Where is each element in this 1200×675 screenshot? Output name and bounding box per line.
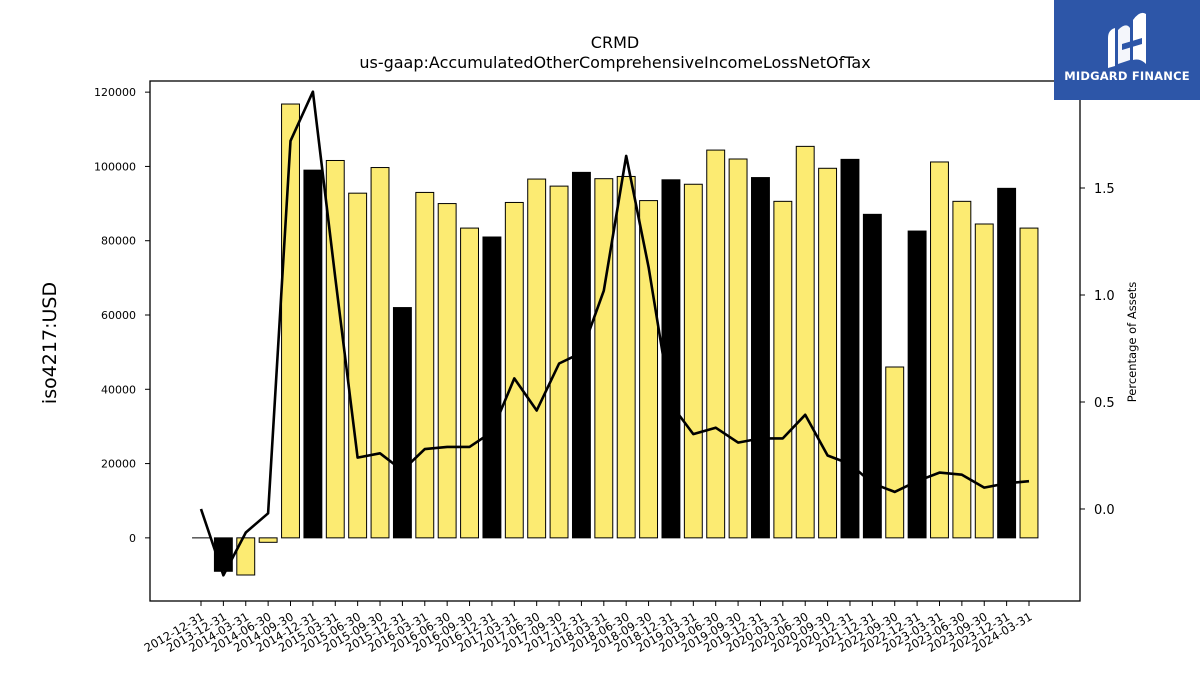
bar <box>728 158 748 539</box>
y-tick-label: 120000 <box>94 86 136 99</box>
bar <box>952 200 972 539</box>
y-tick-label: 40000 <box>101 383 136 396</box>
bar <box>527 178 547 539</box>
bar <box>974 223 994 539</box>
bar <box>594 178 614 539</box>
mf-monogram-icon <box>1108 12 1146 68</box>
bar <box>907 230 927 539</box>
bar <box>460 227 479 539</box>
percentage-line <box>199 90 1030 577</box>
brand-logo: MIDGARD FINANCE <box>1054 0 1200 100</box>
bar <box>639 200 659 539</box>
bar <box>840 158 860 539</box>
bar <box>773 200 793 539</box>
bar <box>549 185 569 539</box>
chart-title: CRMD <box>591 33 639 52</box>
y2-tick-label: 1.5 <box>1094 182 1115 197</box>
chart-subtitle: us-gaap:AccumulatedOtherComprehensiveInc… <box>359 53 870 72</box>
bar <box>818 167 838 539</box>
bar <box>415 191 435 539</box>
bar <box>281 103 300 539</box>
bar <box>236 537 256 576</box>
bar <box>370 167 390 539</box>
bar <box>504 201 524 539</box>
y-tick-label: 80000 <box>101 235 136 248</box>
y2-tick-label: 1.0 <box>1094 289 1115 304</box>
bar <box>661 179 681 539</box>
bar <box>258 537 278 543</box>
y-tick-label: 100000 <box>94 160 136 173</box>
y-tick-label: 60000 <box>101 309 136 322</box>
y2-tick-label: 0.5 <box>1094 396 1115 411</box>
bar <box>1019 227 1039 539</box>
bar <box>348 192 368 539</box>
bar <box>392 307 412 539</box>
bar <box>303 169 323 539</box>
y-tick-label: 0 <box>129 532 136 545</box>
bar <box>862 213 882 539</box>
y2-tick-label: 0.0 <box>1094 503 1115 518</box>
bar <box>930 161 949 539</box>
plot-frame <box>149 80 1081 602</box>
bar <box>885 366 905 539</box>
logo-text: MIDGARD FINANCE <box>1064 69 1190 83</box>
bar <box>571 171 591 539</box>
y-axis-label: iso4217:USD <box>39 282 61 404</box>
bar <box>683 183 703 539</box>
bar <box>482 236 502 539</box>
bar <box>751 177 770 539</box>
y-tick-label: 20000 <box>101 458 136 471</box>
bar <box>616 175 636 539</box>
bar <box>997 187 1017 539</box>
plot-area: 0 20000 40000 60000 80000 100000 120000 0.0 0.5 1… <box>94 80 1115 655</box>
bar <box>437 203 457 539</box>
bar <box>795 145 815 539</box>
bar <box>706 149 726 539</box>
y2-axis-label: Percentage of Assets <box>1125 282 1139 403</box>
